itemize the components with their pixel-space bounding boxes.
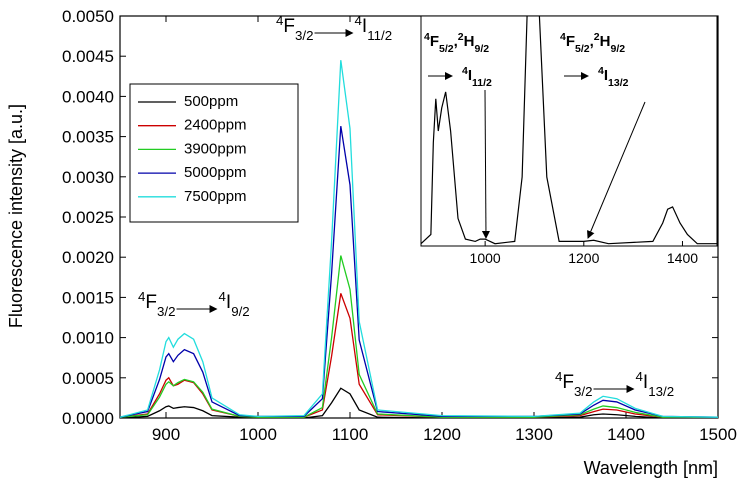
annotation-sub: 9/2 [474, 43, 489, 55]
annotation-term: I [362, 16, 367, 37]
series-line [120, 293, 718, 418]
annotation-sup: 4 [138, 289, 145, 304]
y-tick-label: 0.0005 [62, 369, 114, 388]
annotation-sup: 4 [276, 13, 283, 28]
legend-box [129, 83, 299, 223]
annotation-term: F [562, 372, 574, 393]
y-tick-label: 0.0035 [62, 128, 114, 147]
x-axis-label: Wavelength [nm] [584, 458, 718, 478]
annotation-sub: 13/2 [608, 77, 629, 89]
x-tick-label: 1500 [699, 425, 737, 444]
annotation: 4F3/2 [276, 13, 314, 43]
annotation-separator: , [590, 33, 594, 50]
legend-label: 3900ppm [184, 140, 247, 157]
annotation-sub: 9/2 [610, 43, 625, 55]
legend-label: 2400ppm [184, 117, 247, 134]
annotation-sup: 2 [458, 31, 464, 43]
annotation-arrow [587, 101, 646, 239]
inset-frame [420, 15, 718, 247]
annotation-sup: 4 [424, 31, 430, 43]
annotation-sub: 9/2 [231, 304, 250, 319]
annotation-sup: 4 [355, 13, 362, 28]
annotation: 4I11/2 [355, 13, 393, 43]
y-tick-label: 0.0030 [62, 168, 114, 187]
y-tick-label: 0.0050 [62, 7, 114, 26]
annotation-sup: 4 [598, 65, 604, 77]
annotation-sub: 5/2 [575, 43, 590, 55]
annotation-term: F [145, 292, 157, 313]
annotation-arrow [481, 89, 490, 239]
y-tick-label: 0.0025 [62, 208, 114, 227]
annotation-term: F [566, 33, 575, 50]
annotation-sub: 11/2 [472, 77, 492, 89]
y-tick-label: 0.0020 [62, 248, 114, 267]
y-tick-label: 0.0015 [62, 288, 114, 307]
annotation-sup: 4 [555, 369, 562, 384]
inset-x-tick-label: 1200 [568, 250, 599, 266]
annotation-term: I [643, 372, 648, 393]
annotation: 4F5/2,2H9/2 [560, 31, 625, 55]
inset-x-tick-label: 1000 [470, 250, 501, 266]
series-line [120, 255, 718, 418]
y-axis-label: Fluorescence intensity [a.u.] [6, 104, 26, 328]
series-group [120, 60, 718, 418]
legend-label: 500ppm [184, 93, 238, 110]
annotation-term: F [283, 16, 295, 37]
annotation: 4F3/2 [138, 289, 176, 319]
annotation: 4F3/2 [555, 369, 593, 399]
x-tick-label: 900 [152, 425, 180, 444]
inset-line [421, 16, 717, 245]
annotation-sup: 4 [462, 65, 468, 77]
annotation-sub: 13/2 [648, 384, 674, 399]
y-tick-label: 0.0000 [62, 409, 114, 428]
y-tick-label: 0.0040 [62, 87, 114, 106]
x-tick-label: 1300 [515, 425, 553, 444]
annotation: 4I13/2 [598, 65, 629, 89]
legend-label: 5000ppm [184, 164, 247, 181]
annotation-term: F [430, 33, 439, 50]
annotation-term: I [604, 67, 608, 84]
annotation-sup: 4 [560, 31, 566, 43]
annotation-sub: 3/2 [574, 384, 593, 399]
annotation-sup: 2 [594, 31, 600, 43]
annotation-sub: 3/2 [295, 28, 314, 43]
annotation-term: H [600, 33, 611, 50]
annotation-sup: 4 [636, 369, 643, 384]
annotation: 4I11/2 [462, 65, 492, 89]
annotation-sub: 5/2 [439, 43, 454, 55]
y-tick-label: 0.0045 [62, 47, 114, 66]
x-tick-label: 1200 [423, 425, 461, 444]
legend-label: 7500ppm [184, 188, 247, 205]
y-tick-label: 0.0010 [62, 329, 114, 348]
inset-group [421, 16, 717, 245]
annotation: 4I13/2 [636, 369, 675, 399]
annotation-separator: , [454, 33, 458, 50]
annotation: 4I9/2 [219, 289, 250, 319]
annotation-sub: 3/2 [157, 304, 176, 319]
annotation-sup: 4 [219, 289, 226, 304]
annotation-term: I [468, 67, 472, 84]
annotation: 4F5/2,2H9/2 [424, 31, 489, 55]
x-tick-label: 1000 [239, 425, 277, 444]
series-line [120, 60, 718, 418]
x-tick-label: 1400 [607, 425, 645, 444]
annotation-term: H [464, 33, 475, 50]
annotation-sub: 11/2 [367, 28, 392, 43]
series-line [120, 126, 718, 418]
inset-x-tick-label: 1400 [667, 250, 698, 266]
x-tick-label: 1100 [332, 425, 369, 444]
series-line [120, 387, 718, 418]
annotation-term: I [226, 292, 231, 313]
